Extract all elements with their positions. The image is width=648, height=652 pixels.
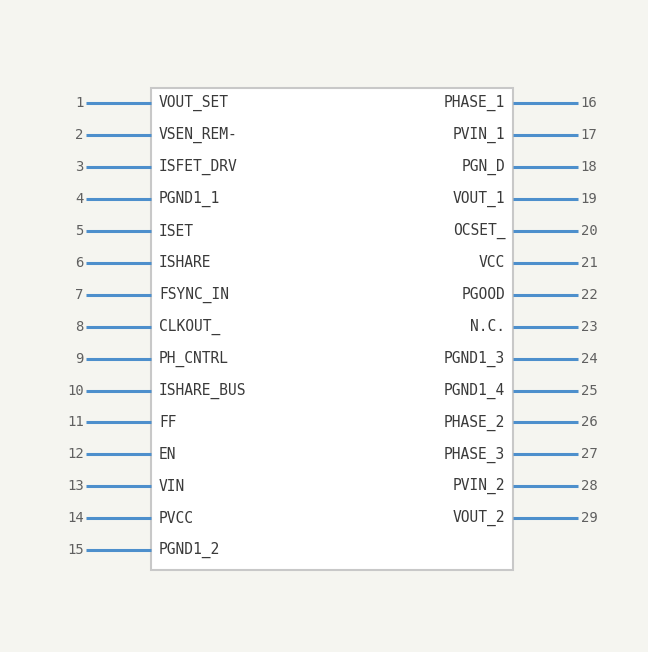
Text: PVIN_1: PVIN_1 [453, 127, 505, 143]
FancyBboxPatch shape [152, 88, 513, 570]
Text: PGOOD: PGOOD [461, 288, 505, 303]
Text: 16: 16 [581, 96, 597, 110]
Text: 22: 22 [581, 288, 597, 302]
Text: VSEN_REM-: VSEN_REM- [159, 127, 238, 143]
Text: EN: EN [159, 447, 176, 462]
Text: PVCC: PVCC [159, 511, 194, 526]
Text: PHASE_2: PHASE_2 [444, 415, 505, 430]
Text: 3: 3 [75, 160, 84, 174]
Text: 18: 18 [581, 160, 597, 174]
Text: 24: 24 [581, 351, 597, 366]
Text: 4: 4 [75, 192, 84, 206]
Text: 27: 27 [581, 447, 597, 462]
Text: 7: 7 [75, 288, 84, 302]
Text: 15: 15 [67, 543, 84, 557]
Text: 29: 29 [581, 511, 597, 526]
Text: PGND1_1: PGND1_1 [159, 191, 220, 207]
Text: CLKOUT̲: CLKOUT̲ [159, 319, 220, 335]
Text: PGND1_3: PGND1_3 [444, 351, 505, 367]
Text: VOUT_SET: VOUT_SET [159, 95, 229, 111]
Text: PGND1_4: PGND1_4 [444, 383, 505, 398]
Text: 5: 5 [75, 224, 84, 238]
Text: 12: 12 [67, 447, 84, 462]
Text: ISET: ISET [159, 224, 194, 239]
Text: 14: 14 [67, 511, 84, 526]
Text: 25: 25 [581, 383, 597, 398]
Text: N.C.: N.C. [470, 319, 505, 334]
Text: 6: 6 [75, 256, 84, 270]
Text: 1: 1 [75, 96, 84, 110]
Text: PHASE_3: PHASE_3 [444, 447, 505, 462]
Text: PHASE_1: PHASE_1 [444, 95, 505, 111]
Text: 2: 2 [75, 128, 84, 142]
Text: 10: 10 [67, 383, 84, 398]
Text: 26: 26 [581, 415, 597, 430]
Text: 23: 23 [581, 319, 597, 334]
Text: 21: 21 [581, 256, 597, 270]
Text: PGND1_2: PGND1_2 [159, 542, 220, 558]
Text: 20: 20 [581, 224, 597, 238]
Text: 13: 13 [67, 479, 84, 494]
Text: ISHARE_BUS: ISHARE_BUS [159, 383, 246, 398]
Text: 19: 19 [581, 192, 597, 206]
Text: PGN̲D: PGN̲D [461, 159, 505, 175]
Text: 28: 28 [581, 479, 597, 494]
Text: 9: 9 [75, 351, 84, 366]
Text: PVIN_2: PVIN_2 [453, 478, 505, 494]
Text: FSYNC_IN: FSYNC_IN [159, 287, 229, 303]
Text: 17: 17 [581, 128, 597, 142]
Text: VIN: VIN [159, 479, 185, 494]
Text: ISFET̲DRV: ISFET̲DRV [159, 159, 238, 175]
Text: ISHARE: ISHARE [159, 256, 211, 271]
Text: VOUT_2: VOUT_2 [453, 510, 505, 526]
Text: 8: 8 [75, 319, 84, 334]
Text: FF: FF [159, 415, 176, 430]
Text: VCC: VCC [479, 256, 505, 271]
Text: OCSET̲: OCSET̲ [453, 223, 505, 239]
Text: VOUT_1: VOUT_1 [453, 191, 505, 207]
Text: PH_CNTRL: PH_CNTRL [159, 351, 229, 367]
Text: 11: 11 [67, 415, 84, 430]
